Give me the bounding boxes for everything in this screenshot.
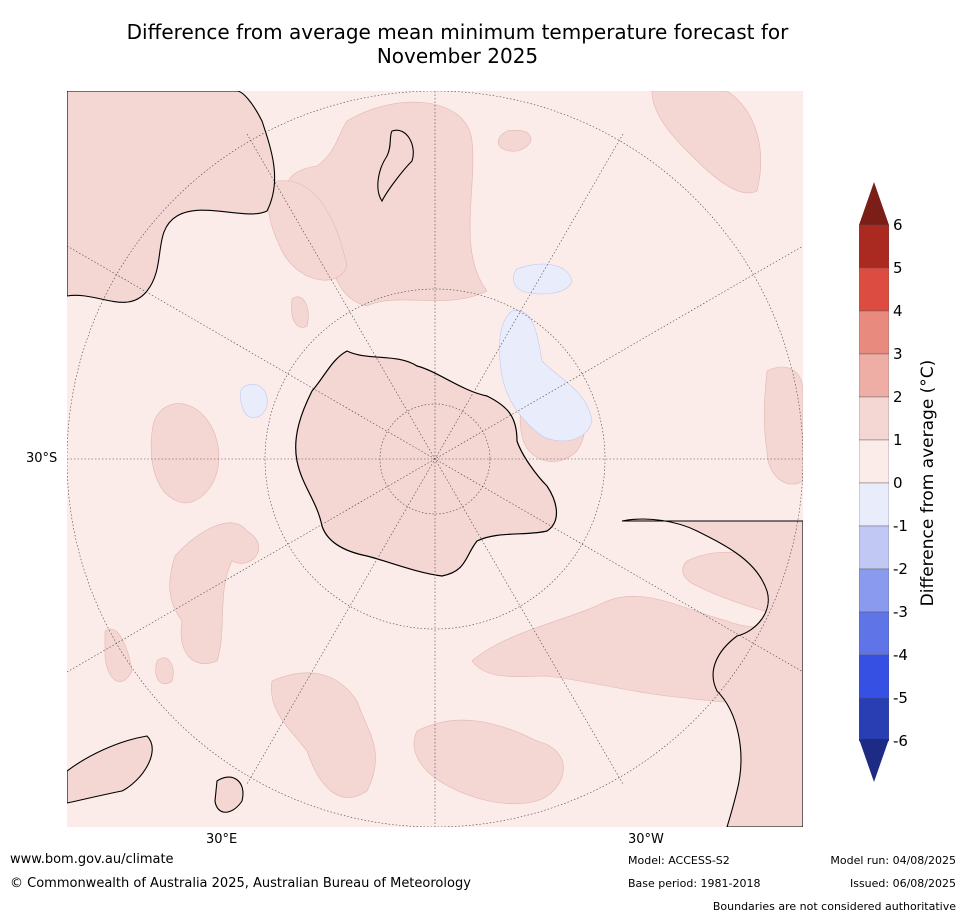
new-zealand-north xyxy=(377,129,414,203)
colorbar-tick-label: 1 xyxy=(893,431,903,449)
colorbar-tick-label: 6 xyxy=(893,216,903,234)
colorbar-over-triangle xyxy=(859,182,889,225)
title-line-1: Difference from average mean minimum tem… xyxy=(126,20,789,44)
graticule xyxy=(67,91,803,827)
colorbar-tick-label: -6 xyxy=(893,732,908,750)
title-line-2: November 2025 xyxy=(376,44,539,68)
antarctica xyxy=(295,350,557,577)
polar-map xyxy=(67,91,803,827)
base-period-text: Base period: 1981-2018 xyxy=(628,877,761,890)
lat-label-30s: 30°S xyxy=(26,451,58,466)
colorbar-tick-label: 0 xyxy=(893,474,903,492)
colorbar-tick-label: 3 xyxy=(893,345,903,363)
colorbar-bin xyxy=(859,525,889,570)
colorbar-tick-label: 4 xyxy=(893,302,903,320)
website-link[interactable]: www.bom.gov.au/climate xyxy=(10,852,174,867)
madagascar xyxy=(214,776,244,813)
colorbar-title: Difference from average (°C) xyxy=(918,359,938,607)
colorbar-tick-label: 5 xyxy=(893,259,903,277)
colorbar-bin xyxy=(859,267,889,312)
colorbar-bin xyxy=(859,482,889,527)
colorbar-bin xyxy=(859,697,889,742)
disclaimer-text: Boundaries are not considered authoritat… xyxy=(712,900,956,913)
copyright-text: © Commonwealth of Australia 2025, Austra… xyxy=(10,876,471,891)
southern-africa xyxy=(67,735,153,804)
colorbar-bin xyxy=(859,654,889,699)
australia xyxy=(67,91,276,303)
colorbar-bin xyxy=(859,439,889,484)
model-run-text: Model run: 04/08/2025 xyxy=(830,854,956,867)
model-text: Model: ACCESS-S2 xyxy=(628,854,730,867)
colorbar-bin xyxy=(859,310,889,355)
colorbar-bin xyxy=(859,611,889,656)
lon-label-30w: 30°W xyxy=(628,832,664,847)
lon-label-30e: 30°E xyxy=(206,832,238,847)
issued-text: Issued: 06/08/2025 xyxy=(849,877,956,890)
colorbar-tick-label: -1 xyxy=(893,517,908,535)
colorbar-tick-label: -3 xyxy=(893,603,908,621)
colorbar-bin xyxy=(859,396,889,441)
south-america xyxy=(621,518,803,827)
colorbar xyxy=(859,182,889,782)
map-title: Difference from average mean minimum tem… xyxy=(60,20,855,68)
colorbar-bin xyxy=(859,353,889,398)
colorbar-bin xyxy=(859,568,889,613)
colorbar-tick-label: -2 xyxy=(893,560,908,578)
colorbar-tick-label: -4 xyxy=(893,646,908,664)
colorbar-bin xyxy=(859,224,889,269)
colorbar-under-triangle xyxy=(859,739,889,782)
continent-outlines xyxy=(67,91,803,827)
colorbar-tick-label: -5 xyxy=(893,689,908,707)
colorbar-tick-label: 2 xyxy=(893,388,903,406)
